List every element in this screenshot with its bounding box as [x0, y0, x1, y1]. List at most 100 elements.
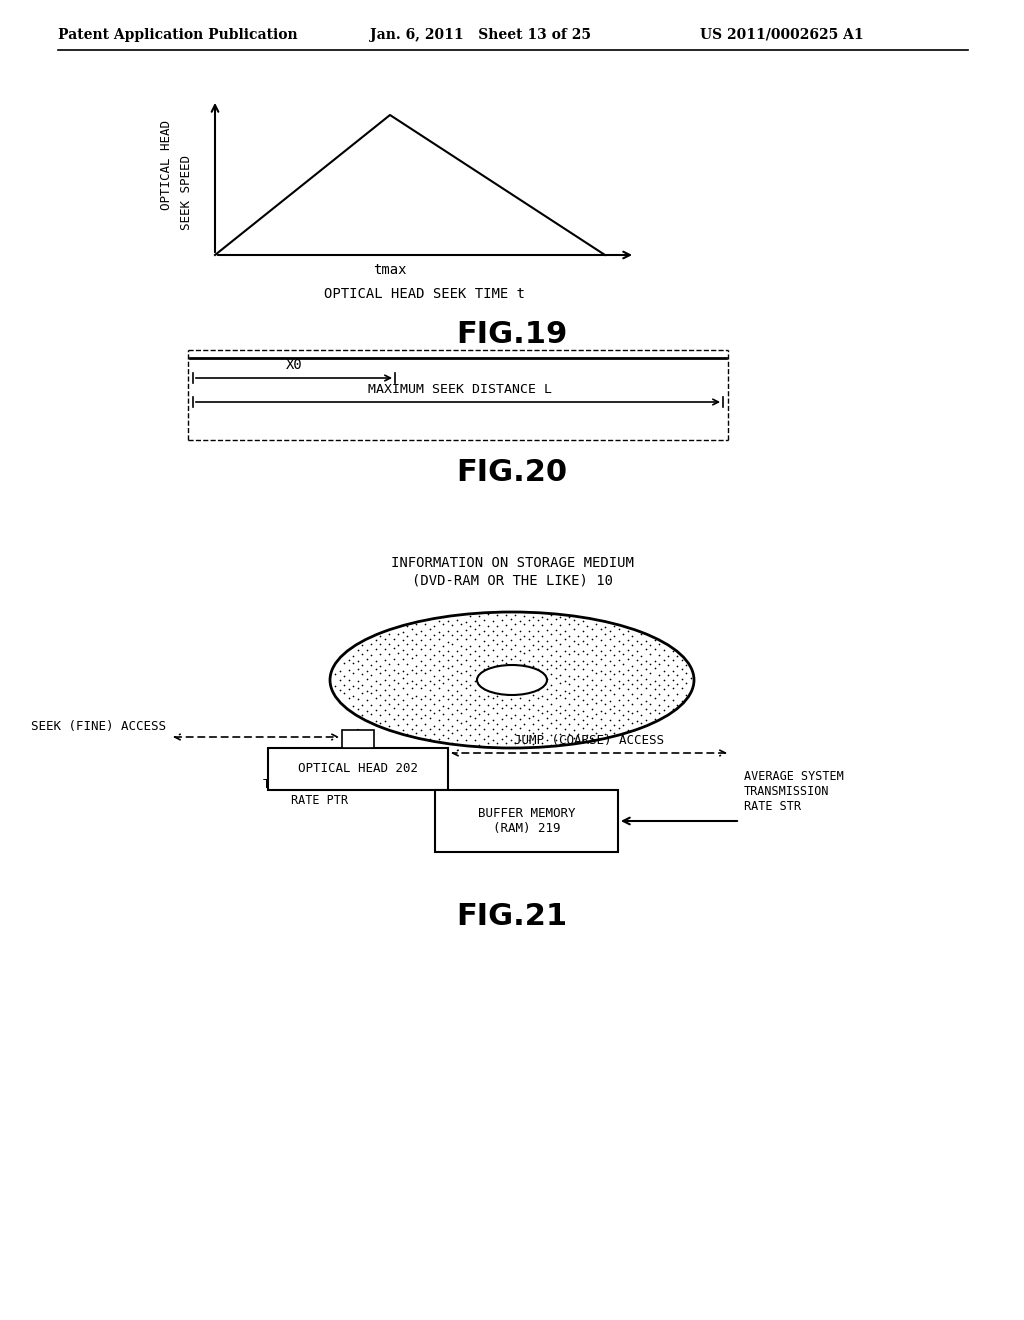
Point: [624, 694, 640, 715]
Point: [372, 643, 388, 664]
Point: [484, 729, 501, 750]
Point: [597, 664, 613, 685]
Point: [421, 729, 437, 750]
Point: [646, 709, 663, 730]
Point: [453, 685, 469, 706]
FancyBboxPatch shape: [342, 730, 374, 748]
Point: [678, 673, 694, 694]
Point: [556, 609, 572, 630]
Point: [592, 619, 608, 640]
Point: [462, 705, 478, 726]
Point: [340, 649, 356, 671]
Point: [421, 708, 437, 729]
Point: [511, 620, 527, 642]
Point: [601, 639, 617, 660]
Point: [398, 705, 415, 726]
Point: [466, 708, 482, 729]
Point: [525, 606, 542, 627]
Point: [358, 648, 375, 669]
Point: [516, 675, 532, 696]
Point: [421, 618, 437, 639]
Point: [381, 634, 397, 655]
Point: [610, 710, 627, 731]
Point: [372, 655, 388, 676]
Point: [471, 685, 487, 706]
Point: [552, 696, 568, 717]
Point: [372, 713, 388, 734]
Point: [362, 694, 379, 715]
Point: [426, 723, 442, 744]
Point: [421, 671, 437, 692]
Point: [385, 660, 401, 681]
Point: [547, 668, 563, 689]
Point: [458, 649, 474, 671]
Point: [574, 640, 591, 661]
Point: [435, 673, 452, 694]
Point: [484, 620, 501, 642]
Point: [417, 714, 433, 735]
Text: OPTICAL HEAD 202: OPTICAL HEAD 202: [298, 763, 418, 776]
Point: [525, 694, 542, 715]
Point: [398, 616, 415, 638]
Point: [525, 614, 542, 635]
Point: [592, 717, 608, 738]
Point: [488, 713, 505, 734]
Point: [606, 615, 623, 636]
Point: [349, 640, 366, 661]
FancyBboxPatch shape: [435, 789, 618, 851]
Point: [534, 626, 550, 647]
Point: [511, 660, 527, 681]
Point: [494, 718, 510, 739]
Point: [381, 704, 397, 725]
Point: [458, 698, 474, 719]
Point: [584, 698, 600, 719]
Point: [534, 722, 550, 743]
Point: [547, 680, 563, 701]
Point: [629, 640, 645, 661]
Point: [494, 709, 510, 730]
Point: [614, 673, 631, 694]
Point: [443, 624, 460, 645]
Point: [637, 698, 653, 719]
Point: [561, 635, 578, 656]
Point: [439, 610, 456, 631]
Point: [529, 669, 546, 690]
Point: [520, 708, 537, 729]
Point: [458, 638, 474, 659]
Point: [471, 623, 487, 644]
Point: [561, 705, 578, 726]
Point: [579, 675, 595, 696]
Point: [539, 619, 555, 640]
Point: [462, 656, 478, 677]
Point: [494, 678, 510, 700]
Point: [642, 702, 658, 723]
Point: [471, 704, 487, 725]
Point: [507, 675, 523, 696]
Point: [633, 713, 649, 734]
Point: [421, 648, 437, 669]
Point: [362, 675, 379, 696]
Point: [569, 723, 586, 744]
Point: [417, 644, 433, 665]
Point: [552, 723, 568, 744]
Point: [529, 610, 546, 631]
Point: [669, 673, 685, 694]
Point: [678, 663, 694, 684]
Point: [458, 611, 474, 632]
Point: [480, 663, 497, 684]
Point: [390, 643, 407, 664]
Point: [471, 615, 487, 636]
Point: [511, 717, 527, 738]
Point: [529, 630, 546, 651]
Point: [439, 698, 456, 719]
Point: [494, 697, 510, 718]
Point: [574, 690, 591, 711]
Point: [574, 620, 591, 642]
Point: [466, 718, 482, 739]
Point: [345, 696, 361, 717]
Point: [443, 664, 460, 685]
Point: [520, 698, 537, 719]
Point: [642, 643, 658, 664]
Point: [552, 645, 568, 667]
Point: [606, 714, 623, 735]
